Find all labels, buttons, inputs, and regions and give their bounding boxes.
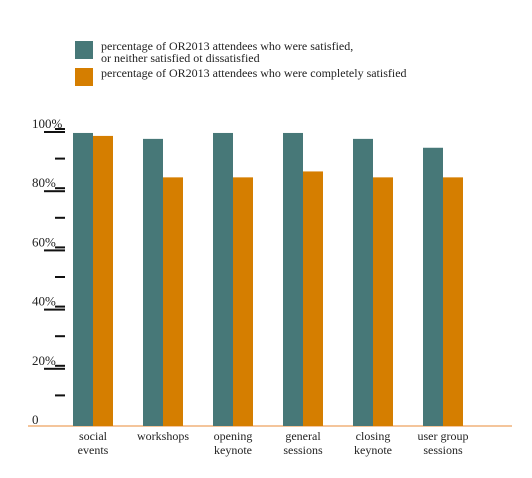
x-category-label: opening [214,429,253,443]
y-tick-mark [55,394,65,397]
y-tick-mark [55,216,65,219]
y-tick-label: 100% [32,116,63,131]
bar-satisfied [353,138,373,426]
x-category-label: sessions [423,443,463,457]
y-tick-label: 40% [32,294,56,309]
bar-completely-satisfied [163,177,183,426]
x-category-label: general [285,429,321,443]
x-category-label: keynote [214,443,252,457]
legend: percentage of OR2013 attendees who were … [75,39,407,86]
y-tick-mark [55,157,65,160]
y-label-underline [44,190,65,193]
x-category-label: workshops [137,429,189,443]
x-category-label: user group [418,429,469,443]
bar-satisfied [213,132,233,426]
bar-completely-satisfied [93,135,113,427]
x-category-label: sessions [283,443,323,457]
x-category-label: social [79,429,108,443]
y-tick-label: 80% [32,175,56,190]
y-label-underline [44,367,65,370]
y-tick-mark [55,246,65,249]
x-category-label: closing [356,429,391,443]
legend-swatch-satisfied [75,41,93,59]
legend-swatch-completely-satisfied [75,68,93,86]
bar-satisfied [73,132,93,426]
y-label-underline [44,249,65,252]
bar-completely-satisfied [373,177,393,426]
y-tick-mark [55,276,65,278]
y-tick-label: 20% [32,353,56,368]
x-category-label: keynote [354,443,392,457]
bar-completely-satisfied [443,177,463,426]
y-tick-mark [55,305,65,308]
bar-satisfied [283,132,303,426]
bar-completely-satisfied [303,171,323,426]
x-category-label: events [78,443,109,457]
y-tick-mark [55,187,65,190]
legend-label-satisfied-line1: percentage of OR2013 attendees who were … [101,39,353,53]
y-tick-label: 0 [32,412,39,427]
y-tick-mark [55,335,65,338]
y-tick-mark [55,364,65,367]
y-label-underline [44,131,65,133]
legend-label-completely-satisfied: percentage of OR2013 attendees who were … [101,66,407,80]
y-tick-label: 60% [32,234,56,249]
bar-satisfied [423,147,443,426]
y-label-underline [44,308,65,311]
bar-completely-satisfied [233,177,253,426]
y-tick-mark [55,128,65,130]
legend-label-satisfied-line2: or neither satisfied ot dissatisfied [101,51,260,65]
bar-satisfied [143,138,163,426]
